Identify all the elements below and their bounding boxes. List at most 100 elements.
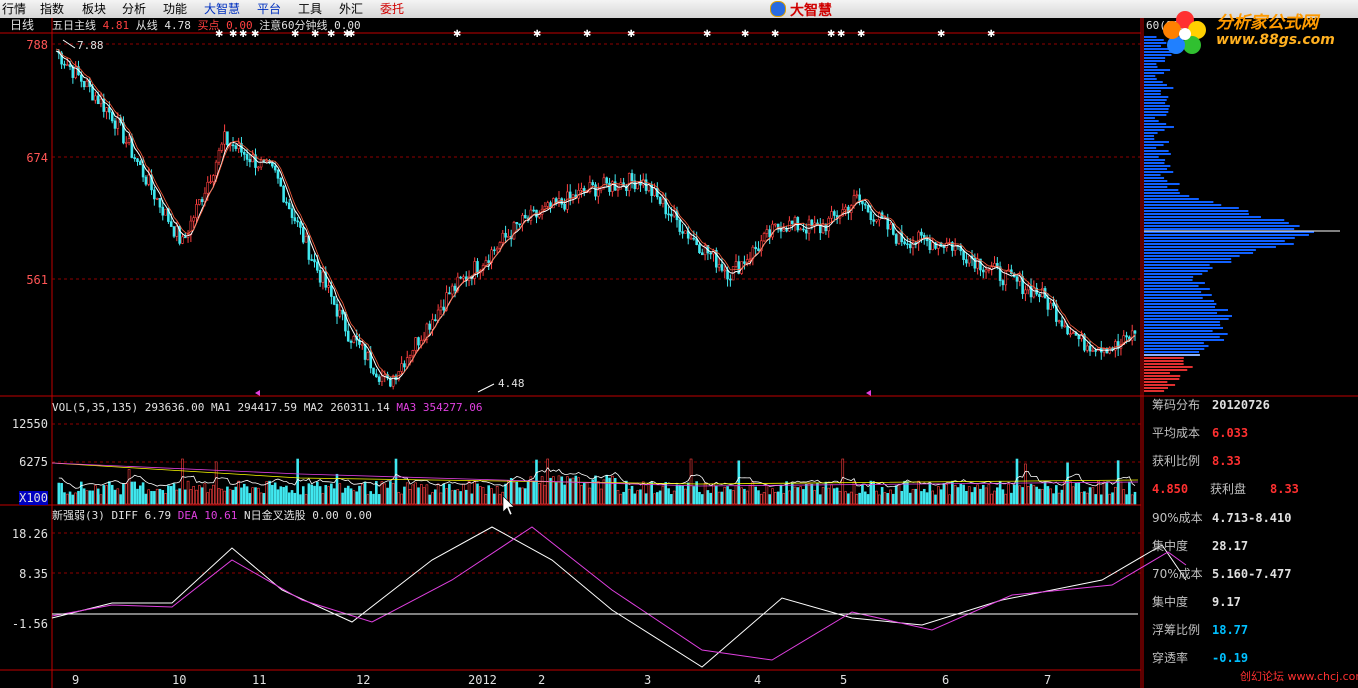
volume-bar bbox=[672, 490, 676, 505]
volume-bar bbox=[788, 490, 791, 505]
candle-body bbox=[875, 219, 878, 222]
candle-body bbox=[68, 64, 72, 68]
volume-bar bbox=[1038, 488, 1041, 505]
period-label[interactable]: 日线 bbox=[10, 18, 35, 32]
main-legend: 五日主线 4.81 从线 4.78 买点 0.00 注意60分钟线 0.00 bbox=[52, 19, 361, 32]
volume-bar bbox=[214, 461, 218, 505]
candle-body bbox=[658, 196, 662, 204]
candle-body bbox=[684, 230, 687, 234]
volume-bar bbox=[332, 488, 336, 505]
menu-function[interactable]: 功能 bbox=[163, 2, 188, 16]
menu-forex[interactable]: 外汇 bbox=[339, 2, 364, 16]
menu-platform[interactable]: 平台 bbox=[257, 2, 282, 16]
candle-body bbox=[71, 66, 75, 78]
candle-body bbox=[487, 260, 491, 264]
volume-bar bbox=[1128, 481, 1131, 505]
candle-body bbox=[242, 151, 246, 155]
volume-bar bbox=[939, 489, 943, 505]
chip-bar bbox=[1144, 297, 1203, 299]
candle-body bbox=[931, 242, 934, 251]
volume-bar bbox=[535, 459, 538, 505]
candle-body bbox=[858, 194, 861, 202]
chip-bar bbox=[1144, 318, 1229, 320]
candle-body bbox=[1088, 345, 1092, 352]
chip-bar bbox=[1144, 285, 1199, 287]
chip-bar bbox=[1144, 240, 1285, 242]
candle-body bbox=[366, 352, 370, 360]
candle-body bbox=[417, 337, 420, 346]
volume-bar bbox=[158, 488, 162, 505]
vol-name: VOL(5,35,135) bbox=[52, 401, 139, 414]
ind-dea: DEA bbox=[177, 509, 198, 522]
chip-bar bbox=[1144, 387, 1168, 389]
candle-body bbox=[321, 271, 325, 283]
volume-bar bbox=[237, 480, 240, 505]
candle-body bbox=[377, 376, 381, 382]
volume-bar bbox=[313, 485, 316, 505]
candle-body bbox=[967, 255, 971, 264]
volume-bar bbox=[65, 493, 69, 505]
volume-bar bbox=[192, 486, 195, 505]
candle-body bbox=[400, 363, 403, 372]
volume-bar bbox=[852, 481, 856, 505]
volume-bar bbox=[863, 491, 867, 505]
volume-bar bbox=[226, 486, 229, 505]
volume-bar bbox=[346, 485, 350, 505]
candle-body bbox=[183, 236, 187, 239]
menu-tools[interactable]: 工具 bbox=[298, 2, 323, 16]
volume-bar bbox=[484, 493, 488, 505]
volume-bar bbox=[656, 492, 659, 505]
candle-body bbox=[1122, 335, 1126, 346]
signal-marker: ✱ bbox=[937, 29, 945, 40]
chip-bar bbox=[1144, 75, 1156, 77]
candle-body bbox=[793, 217, 797, 225]
volume-bar bbox=[366, 494, 370, 505]
chip-value: 4.713-8.410 bbox=[1212, 511, 1292, 525]
volume-bar bbox=[619, 493, 623, 505]
menu-trade[interactable]: 委托 bbox=[380, 2, 405, 16]
volume-bar bbox=[611, 475, 614, 505]
volume-bar bbox=[526, 481, 530, 505]
candle-body bbox=[318, 269, 322, 283]
menu-sector[interactable]: 板块 bbox=[82, 2, 107, 16]
chip-bar bbox=[1144, 261, 1232, 263]
volume-bar bbox=[94, 485, 97, 505]
chip-bar bbox=[1144, 159, 1166, 161]
volume-bar bbox=[1119, 481, 1123, 505]
volume-bar bbox=[813, 490, 816, 505]
volume-bar bbox=[695, 481, 698, 505]
candle-body bbox=[869, 211, 873, 221]
volume-bar bbox=[341, 492, 344, 505]
volume-bar bbox=[113, 489, 117, 505]
candle-body bbox=[214, 161, 218, 176]
volume-bar bbox=[71, 494, 75, 505]
chip-bar bbox=[1144, 48, 1171, 50]
menu-index[interactable]: 指数 bbox=[40, 2, 65, 16]
volume-bar bbox=[633, 493, 637, 505]
volume-bar bbox=[285, 485, 288, 505]
candle-body bbox=[153, 189, 156, 200]
menu-quotes[interactable]: 行情 bbox=[2, 2, 27, 16]
chip-bar bbox=[1144, 351, 1200, 353]
candle-body bbox=[605, 177, 609, 184]
volume-bar bbox=[77, 490, 80, 505]
x-axis-label: 3 bbox=[644, 673, 652, 687]
candle-body bbox=[411, 350, 415, 357]
menu-analysis[interactable]: 分析 bbox=[122, 2, 147, 16]
volume-bar bbox=[498, 494, 502, 505]
chip-bar bbox=[1144, 153, 1171, 155]
candle-body bbox=[1091, 350, 1095, 352]
x-axis-label: 9 bbox=[72, 673, 80, 687]
menu-dzh[interactable]: 大智慧 bbox=[204, 2, 241, 16]
candle-body bbox=[349, 340, 353, 343]
volume-bar bbox=[436, 483, 440, 505]
volume-bar bbox=[290, 490, 294, 505]
candle-body bbox=[231, 144, 235, 147]
volume-bar bbox=[630, 485, 634, 505]
candle-body bbox=[144, 176, 148, 185]
volume-bar bbox=[124, 483, 128, 505]
candle-body bbox=[661, 198, 665, 204]
volume-bar bbox=[456, 489, 460, 505]
signal-marker: ✱ bbox=[453, 29, 461, 40]
